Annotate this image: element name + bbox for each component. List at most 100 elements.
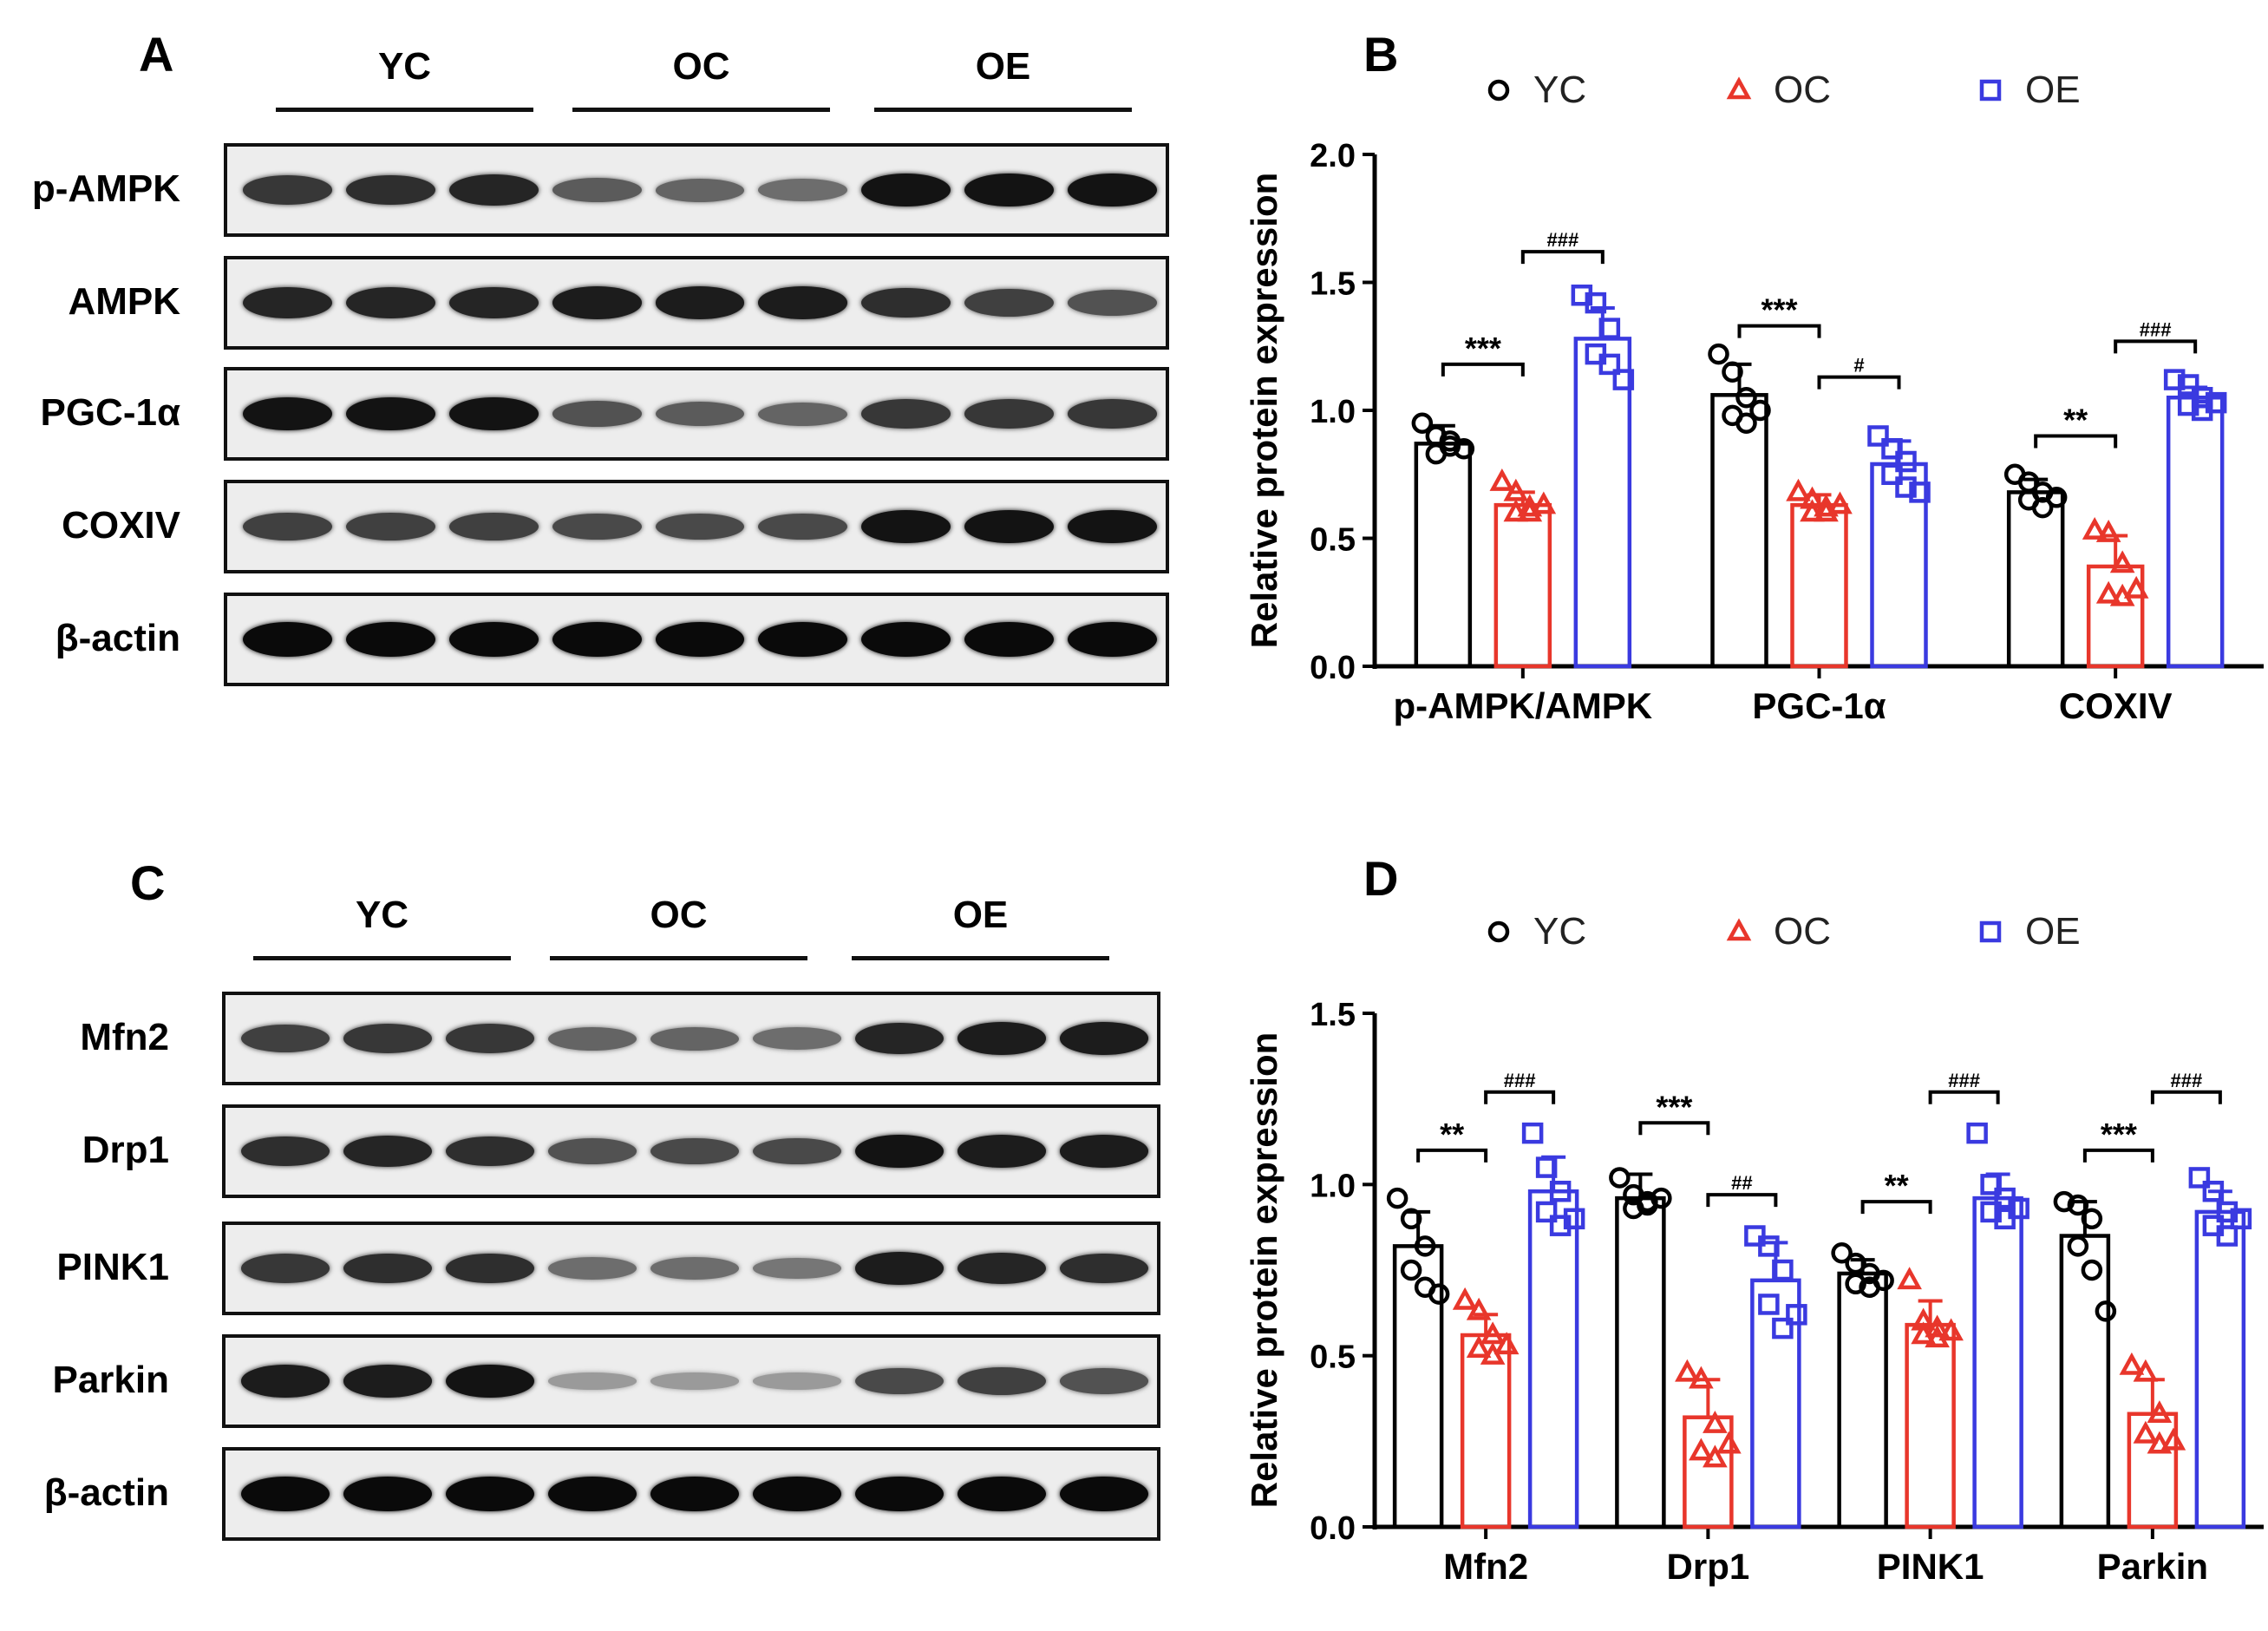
data-point-oc [1517,494,1543,517]
protein-band [345,396,435,431]
legend-marker-oe [1979,79,2002,102]
protein-band [552,177,642,203]
data-point-oc [2133,1420,2159,1444]
data-point-oc [1452,1287,1478,1310]
protein-label: β-actin [43,1471,169,1514]
protein-band [552,401,642,427]
group-label-yc: YC [377,45,432,88]
protein-label: Mfn2 [80,1016,169,1058]
significance-bracket [2114,339,2198,354]
data-point-oc [1531,491,1557,514]
protein-band [958,1366,1046,1396]
data-point-yc [1735,412,1757,434]
y-tick-label: 2.0 [1310,138,1356,174]
protein-band [1060,1477,1148,1511]
protein-band [446,1024,534,1053]
legend-marker-yc [1487,79,1510,102]
bar-oe [2194,1209,2246,1529]
data-point-oe [2188,1167,2211,1189]
protein-band [855,1022,944,1055]
significance-label: ### [2140,318,2172,340]
y-tick-label: 0.0 [1310,650,1356,686]
data-point-oe [1535,1156,1558,1178]
data-point-oe [1895,450,1917,473]
data-point-yc [1609,1167,1631,1189]
data-point-oc [1503,499,1529,522]
data-point-oc [1827,491,1853,514]
data-point-yc [1411,412,1434,434]
data-point-oe [2205,391,2227,414]
data-point-yc [1428,1283,1450,1305]
blot-strip [224,143,1169,237]
data-point-oc [2109,550,2135,573]
y-tick-label: 0.0 [1310,1510,1356,1547]
protein-label: p-AMPK [31,167,180,210]
significance-label: ** [1440,1117,1464,1152]
data-point-oe [1895,476,1917,498]
protein-label: Drp1 [82,1129,169,1171]
protein-band [345,174,435,206]
bar-oe [1750,1278,1801,1529]
data-point-oe [2216,1225,2239,1247]
group-label-yc: YC [355,894,409,936]
legend-marker-yc [1487,920,1510,943]
significance-bracket [1484,1090,1556,1104]
protein-band [552,622,642,657]
protein-band [343,1253,432,1284]
protein-band [1068,622,1157,657]
blot-strip [224,480,1169,573]
data-point-oe [1909,481,1931,503]
protein-band [861,399,951,429]
data-point-oe [1881,438,1903,460]
protein-band [861,509,951,544]
protein-band [548,1477,637,1511]
significance-bracket [2034,434,2118,449]
y-axis-label: Relative protein expression [1244,173,1284,649]
data-point-yc [2045,487,2068,508]
significance-label: ### [1546,229,1578,251]
protein-band [241,1365,330,1398]
protein-band [1060,1022,1148,1055]
protein-band [655,513,745,540]
protein-band [446,1253,534,1284]
protein-band [753,1477,841,1511]
data-point-yc [2031,496,2054,519]
data-point-oc [1897,1267,1922,1290]
protein-band [548,1257,637,1280]
x-tick-label: Mfn2 [1443,1546,1528,1587]
x-tick-label: p-AMPK/AMPK [1394,685,1653,726]
significance-bracket [2082,1148,2154,1163]
bar-yc [1414,442,1473,669]
protein-band [753,1027,841,1050]
data-point-yc [1845,1273,1866,1295]
data-point-oe [2230,1208,2252,1230]
bar-yc [1615,1195,1666,1529]
data-point-oc [1716,1431,1742,1454]
protein-band [243,512,332,541]
data-point-yc [2081,1208,2103,1230]
data-point-oe [2163,369,2186,390]
data-point-oe [1521,1122,1544,1144]
protein-band [758,513,848,540]
protein-band [243,396,332,431]
protein-band [758,402,848,426]
data-point-yc [2081,1259,2103,1281]
group-underline [852,956,1109,960]
data-point-yc [1831,1242,1853,1264]
protein-band [243,175,332,205]
data-point-oc [1689,1438,1714,1461]
data-point-oc [2123,575,2149,599]
blot-strip [224,367,1169,461]
significance-bracket [1638,1121,1710,1136]
protein-label: PGC-1α [40,391,180,434]
bar-yc [1710,393,1768,669]
data-point-yc [1735,387,1757,409]
data-point-yc [2095,1300,2117,1322]
x-tick-label: COXIV [2059,685,2173,726]
group-underline [550,956,807,960]
data-point-oe [2177,374,2199,396]
data-point-oc [1938,1318,1964,1341]
significance-bracket [1928,1090,2000,1104]
panel-letter-d: D [1363,851,1398,906]
data-point-yc [1749,399,1771,422]
